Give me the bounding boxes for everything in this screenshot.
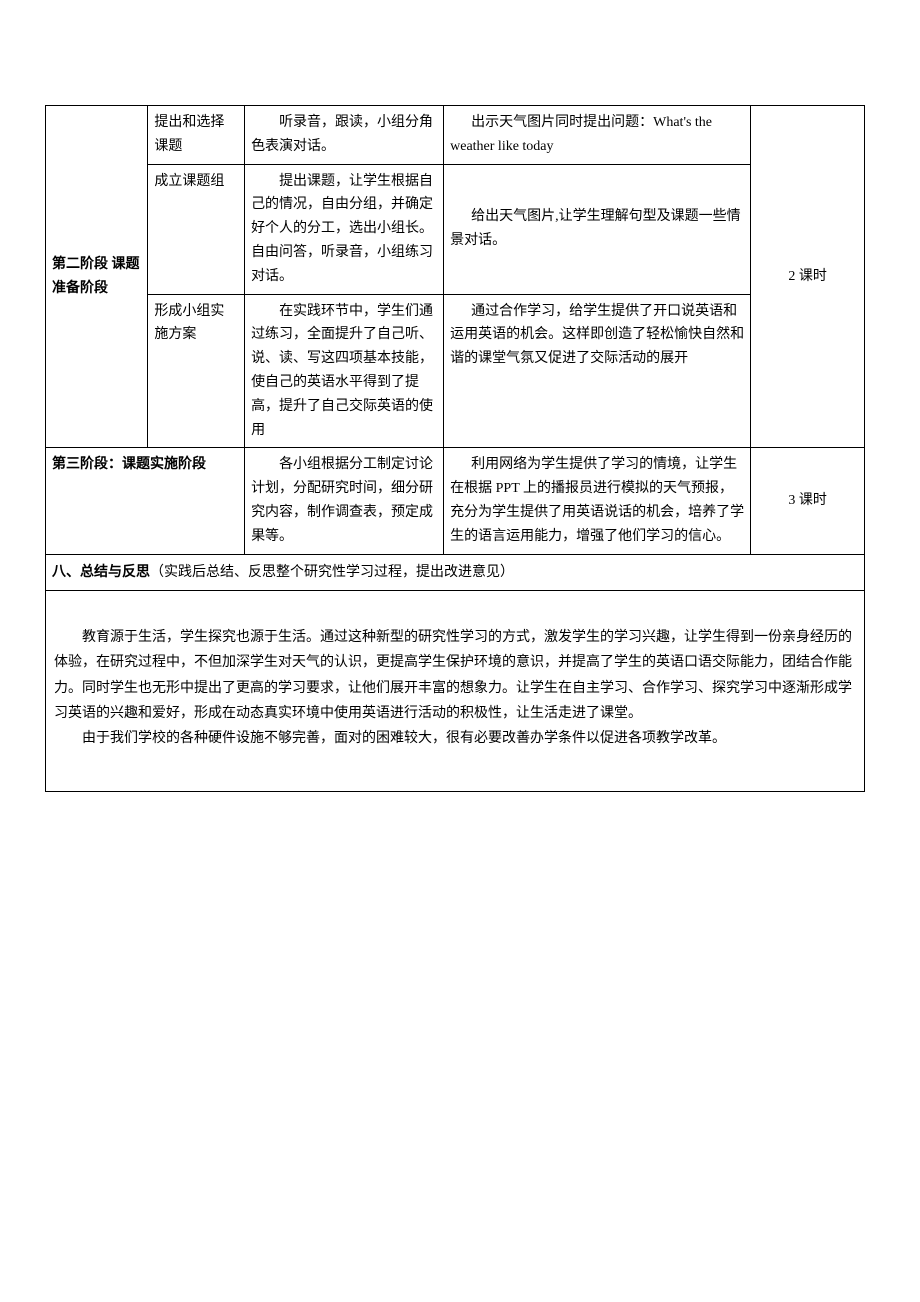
reflection-cell: 教育源于生活，学生探究也源于生活。通过这种新型的研究性学习的方式，激发学生的学习…: [46, 591, 865, 792]
row3-col3: 在实践环节中，学生们通过练习，全面提升了自己听、说、读、写这四项基本技能，使自己…: [251, 300, 437, 443]
stage2-label: 第二阶段 课题准备阶段: [52, 257, 140, 296]
stage3-col4: 利用网络为学生提供了学习的情境，让学生在根据 PPT 上的播报员进行模拟的天气预…: [450, 453, 744, 548]
stage3-label-cell: 第三阶段：课题实施阶段: [46, 448, 245, 554]
table-row: 第二阶段 课题准备阶段 提出和选择课题 听录音，跟读，小组分角色表演对话。 出示…: [46, 106, 865, 165]
stage3-col3-cell: 各小组根据分工制定讨论计划，分配研究时间，细分研究内容，制作调查表，预定成果等。: [245, 448, 444, 554]
stage3-col4-cell: 利用网络为学生提供了学习的情境，让学生在根据 PPT 上的播报员进行模拟的天气预…: [444, 448, 751, 554]
stage3-duration: 3 课时: [788, 493, 827, 508]
section8-subtitle: （实践后总结、反思整个研究性学习过程，提出改进意见）: [150, 565, 514, 580]
row2-col3: 提出课题，让学生根据自己的情况，自由分组，并确定好个人的分工，选出小组长。自由问…: [251, 170, 437, 289]
reflection-para1: 教育源于生活，学生探究也源于生活。通过这种新型的研究性学习的方式，激发学生的学习…: [54, 625, 856, 726]
row3-col3-cell: 在实践环节中，学生们通过练习，全面提升了自己听、说、读、写这四项基本技能，使自己…: [245, 294, 444, 448]
stage3-label: 第三阶段：课题实施阶段: [52, 457, 206, 472]
row1-sub-cell: 提出和选择课题: [148, 106, 245, 165]
row2-col3-cell: 提出课题，让学生根据自己的情况，自由分组，并确定好个人的分工，选出小组长。自由问…: [245, 164, 444, 294]
row2-col4: 给出天气图片,让学生理解句型及课题一些情景对话。: [450, 205, 744, 253]
table-row: 形成小组实施方案 在实践环节中，学生们通过练习，全面提升了自己听、说、读、写这四…: [46, 294, 865, 448]
row2-sub: 成立课题组: [154, 174, 224, 189]
row1-col4-cell: 出示天气图片同时提出问题：What's the weather like tod…: [444, 106, 751, 165]
row1-col4: 出示天气图片同时提出问题：What's the weather like tod…: [450, 111, 744, 159]
row1-col3-cell: 听录音，跟读，小组分角色表演对话。: [245, 106, 444, 165]
stage3-duration-cell: 3 课时: [751, 448, 865, 554]
table-row: 成立课题组 提出课题，让学生根据自己的情况，自由分组，并确定好个人的分工，选出小…: [46, 164, 865, 294]
reflection-row: 教育源于生活，学生探究也源于生活。通过这种新型的研究性学习的方式，激发学生的学习…: [46, 591, 865, 792]
stage2-label-cell: 第二阶段 课题准备阶段: [46, 106, 148, 448]
table-row: 第三阶段：课题实施阶段 各小组根据分工制定讨论计划，分配研究时间，细分研究内容，…: [46, 448, 865, 554]
row3-sub-cell: 形成小组实施方案: [148, 294, 245, 448]
stage2-duration: 2 课时: [788, 269, 827, 284]
lesson-plan-table: 第二阶段 课题准备阶段 提出和选择课题 听录音，跟读，小组分角色表演对话。 出示…: [45, 105, 865, 792]
section8-title: 八、总结与反思: [52, 565, 150, 580]
section8-header-row: 八、总结与反思（实践后总结、反思整个研究性学习过程，提出改进意见）: [46, 554, 865, 591]
row1-col3: 听录音，跟读，小组分角色表演对话。: [251, 111, 437, 159]
row3-sub: 形成小组实施方案: [154, 304, 224, 343]
stage2-duration-cell: 2 课时: [751, 106, 865, 448]
row2-col4-cell: 给出天气图片,让学生理解句型及课题一些情景对话。: [444, 164, 751, 294]
row1-sub: 提出和选择课题: [154, 115, 224, 154]
section8-header-cell: 八、总结与反思（实践后总结、反思整个研究性学习过程，提出改进意见）: [46, 554, 865, 591]
stage3-col3: 各小组根据分工制定讨论计划，分配研究时间，细分研究内容，制作调查表，预定成果等。: [251, 453, 437, 548]
reflection-para2: 由于我们学校的各种硬件设施不够完善，面对的困难较大，很有必要改善办学条件以促进各…: [54, 726, 856, 751]
row2-sub-cell: 成立课题组: [148, 164, 245, 294]
row3-col4-cell: 通过合作学习，给学生提供了开口说英语和运用英语的机会。这样即创造了轻松愉快自然和…: [444, 294, 751, 448]
row3-col4: 通过合作学习，给学生提供了开口说英语和运用英语的机会。这样即创造了轻松愉快自然和…: [450, 300, 744, 371]
